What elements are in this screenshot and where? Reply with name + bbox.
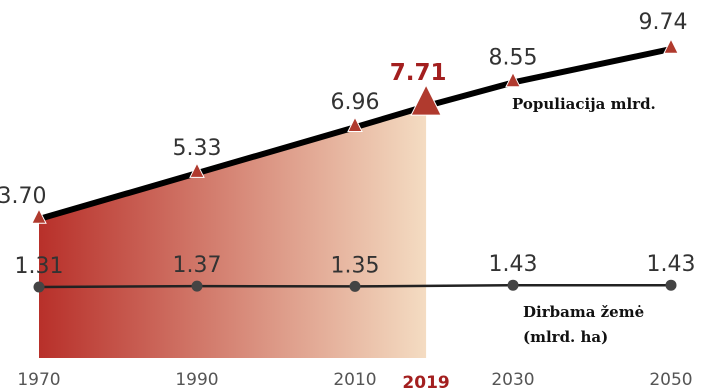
population-marker-2010 bbox=[347, 116, 363, 132]
arable-land-value-2050: 1.43 bbox=[647, 252, 696, 277]
x-tick-2030: 2030 bbox=[491, 370, 534, 390]
population-value-2019: 7.71 bbox=[390, 60, 447, 86]
arable-land-value-1990: 1.37 bbox=[173, 253, 222, 278]
population-marker-1990 bbox=[189, 162, 205, 178]
arable-land-value-2030: 1.43 bbox=[489, 252, 538, 277]
arable-land-marker-2050 bbox=[665, 279, 677, 291]
population-value-2010: 6.96 bbox=[331, 90, 380, 115]
arable-land-series-label-1: Dirbama žemė bbox=[523, 303, 644, 321]
x-tick-1970: 1970 bbox=[17, 370, 60, 390]
population-value-2030: 8.55 bbox=[489, 45, 538, 70]
arable-land-series-label-2: (mlrd. ha) bbox=[523, 328, 608, 346]
x-tick-2019: 2019 bbox=[402, 373, 449, 392]
population-series-label: Populiacija mlrd. bbox=[512, 95, 656, 113]
arable-land-value-2010: 1.35 bbox=[331, 253, 380, 278]
population-value-1990: 5.33 bbox=[173, 136, 222, 161]
arable-land-marker-1970 bbox=[33, 281, 45, 293]
population-marker-1970 bbox=[31, 208, 47, 224]
arable-land-marker-2030 bbox=[507, 279, 519, 291]
population-line bbox=[38, 46, 672, 222]
population-area-fill bbox=[39, 106, 427, 358]
population-marker-2030 bbox=[505, 71, 521, 88]
x-tick-1990: 1990 bbox=[175, 370, 218, 390]
arable-land-marker-1990 bbox=[191, 280, 203, 292]
x-tick-2050: 2050 bbox=[649, 370, 692, 390]
arable-land-value-1970: 1.31 bbox=[15, 254, 64, 279]
population-value-2050: 9.74 bbox=[639, 10, 688, 35]
x-tick-2010: 2010 bbox=[333, 370, 376, 390]
population-marker-2050 bbox=[663, 38, 679, 54]
arable-land-marker-2010 bbox=[349, 280, 361, 292]
population-value-1970: 3.70 bbox=[0, 184, 46, 209]
population-marker-2019 bbox=[410, 84, 442, 116]
